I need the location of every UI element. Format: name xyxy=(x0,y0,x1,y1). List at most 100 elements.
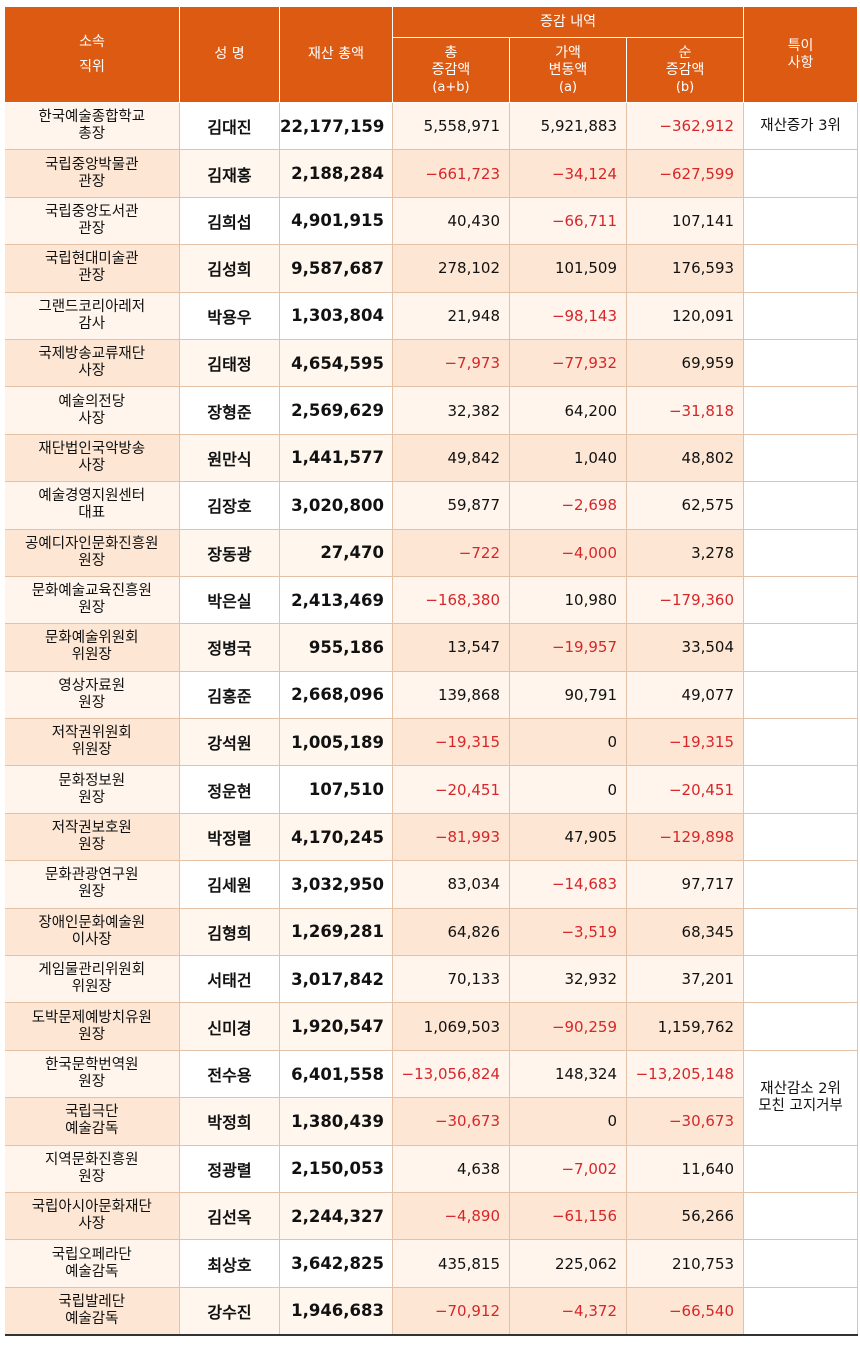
net-change-cell: 1,159,762 xyxy=(626,1002,745,1051)
affiliation-org: 국립발레단 xyxy=(58,1293,126,1310)
table-row: 저작권위원회 위원장 강석원 1,005,189 −19,315 0 −19,315 xyxy=(4,718,859,767)
table-row: 지역문화진흥원 원장 정광렬 2,150,053 4,638 −7,002 11,640 xyxy=(4,1145,859,1193)
total-assets-cell: 1,920,547 xyxy=(279,1002,393,1051)
notes-cell xyxy=(743,860,859,909)
total-change-cell: −7,973 xyxy=(392,339,510,388)
affiliation-org: 국제방송교류재단 xyxy=(38,346,146,363)
affiliation-position: 원장 xyxy=(78,1168,106,1185)
table-row: 한국문학번역원 원장 전수용 6,401,558 −13,056,824 148,324−… xyxy=(4,1050,859,1146)
net-change-cell: 48,802 xyxy=(626,434,745,483)
affiliation-position: 원장 xyxy=(78,884,106,901)
table-row: 그랜드코리아레저 감사 박용우 1,303,804 21,948 −98,143 120,0… xyxy=(4,292,859,340)
total-change-cell: 139,868 xyxy=(392,671,510,720)
value-change-cell: −77,932 xyxy=(509,339,627,388)
table-row: 영상자료원 원장 김홍준 2,668,096 139,868 90,791 49,077 xyxy=(4,671,859,720)
total-assets-cell: 2,244,327 xyxy=(279,1192,393,1241)
table-row: 도박문제예방치유원 원장 신미경 1,920,547 1,069,503 −90,259 1… xyxy=(4,1002,859,1051)
affiliation-cell: 국립중앙박물관 관장 xyxy=(4,149,180,198)
table-row: 국립오페라단 예술감독 최상호 3,642,825 435,815 225,062 210,… xyxy=(4,1239,859,1288)
value-change-cell: 64,200 xyxy=(509,386,627,435)
value-change-cell: 0 xyxy=(509,765,627,814)
net-change-cell: 176,593 xyxy=(626,244,745,293)
notes-cell xyxy=(743,244,859,293)
total-change-cell: 83,034 xyxy=(392,860,510,909)
total-assets-cell: 4,901,915 xyxy=(279,197,393,246)
net-change-cell: 33,504 xyxy=(626,623,745,672)
table-row: 국립아시아문화재단 사장 김선옥 2,244,327 −4,890 −61,156 56,2… xyxy=(4,1192,859,1241)
affiliation-cell: 국립중앙도서관 관장 xyxy=(4,197,180,246)
net-change-cell: −362,912 xyxy=(626,102,745,151)
total-change-cell: 21,948 xyxy=(392,292,510,340)
total-assets-cell: 2,569,629 xyxy=(279,386,393,435)
affiliation-position: 총장 xyxy=(78,126,106,143)
affiliation-cell: 국립발레단 예술감독 xyxy=(4,1287,180,1337)
name-cell: 정광렬 xyxy=(179,1145,280,1193)
name-cell: 김형희 xyxy=(179,908,280,957)
total-assets-cell: 1,441,577 xyxy=(279,434,393,483)
affiliation-org: 문화예술위원회 xyxy=(45,630,139,647)
notes-cell xyxy=(743,765,859,814)
net-change-cell: 11,640 xyxy=(626,1145,745,1193)
net-change-cell: 37,201 xyxy=(626,955,745,1004)
notes-cell xyxy=(743,813,859,862)
name-cell: 장형준 xyxy=(179,386,280,435)
net-change-cell: 3,278 xyxy=(626,529,745,577)
name-cell: 원만식 xyxy=(179,434,280,483)
name-cell: 김성희 xyxy=(179,244,280,293)
notes-cell xyxy=(743,197,859,246)
affiliation-org: 한국예술종합학교 xyxy=(38,109,146,126)
name-cell: 강석원 xyxy=(179,718,280,767)
value-change-cell: 5,921,883 xyxy=(509,102,627,151)
affiliation-position: 사장 xyxy=(78,1216,106,1233)
header-notes-line2: 사항 xyxy=(787,54,814,71)
affiliation-cell: 그랜드코리아레저 감사 xyxy=(4,292,180,340)
total-change-cell: −30,673 xyxy=(392,1097,510,1146)
total-assets-cell: 2,188,284 xyxy=(279,149,393,198)
net-change-cell: −20,451 xyxy=(626,765,745,814)
total-change-cell: −81,993 xyxy=(392,813,510,862)
name-cell: 김선옥 xyxy=(179,1192,280,1241)
table-row: 국립중앙박물관 관장 김재홍 2,188,284 −661,723 −34,124 −627… xyxy=(4,149,859,198)
name-cell: 박정희 xyxy=(179,1097,280,1146)
value-change-cell: 101,509 xyxy=(509,244,627,293)
affiliation-position: 위원장 xyxy=(71,979,112,996)
total-assets-cell: 1,005,189 xyxy=(279,718,393,767)
total-assets-cell: 3,017,842 xyxy=(279,955,393,1004)
value-change-cell: 225,062 xyxy=(509,1239,627,1288)
notes-cell xyxy=(743,149,859,198)
affiliation-org: 예술경영지원센터 xyxy=(38,488,146,505)
value-change-cell: −98,143 xyxy=(509,292,627,340)
notes-cell xyxy=(743,1192,859,1241)
table-row: 국제방송교류재단 사장 김태정 4,654,595 −7,973 −77,932 69,95… xyxy=(4,339,859,388)
affiliation-position: 예술감독 xyxy=(65,1310,119,1327)
affiliation-position: 사장 xyxy=(78,363,106,380)
affiliation-position: 원장 xyxy=(78,600,106,617)
affiliation-org: 재단법인국악방송 xyxy=(38,440,146,457)
total-change-cell: 32,382 xyxy=(392,386,510,435)
header-notes-line1: 특이 xyxy=(787,37,814,54)
header-value-change-line1: 가액 xyxy=(555,44,581,61)
name-cell: 최상호 xyxy=(179,1239,280,1288)
name-cell: 김태정 xyxy=(179,339,280,388)
affiliation-position: 사장 xyxy=(78,410,106,427)
total-assets-cell: 6,401,558 xyxy=(279,1050,393,1099)
affiliation-cell: 국립오페라단 예술감독 xyxy=(4,1239,180,1288)
table-row: 장애인문화예술원 이사장 김형희 1,269,281 64,826 −3,519 68,34… xyxy=(4,908,859,957)
notes-cell xyxy=(743,481,859,530)
total-change-cell: 1,069,503 xyxy=(392,1002,510,1051)
table-row: 국립발레단 예술감독 강수진 1,946,683 −70,912 −4,372 −66,54… xyxy=(4,1287,859,1337)
table-row: 문화예술위원회 위원장 정병국 955,186 13,547 −19,957 33,504 xyxy=(4,623,859,672)
name-cell: 정병국 xyxy=(179,623,280,672)
affiliation-position: 이사장 xyxy=(71,931,112,948)
affiliation-org: 그랜드코리아레저 xyxy=(38,298,146,315)
net-change-cell: −627,599 xyxy=(626,149,745,198)
name-cell: 김재홍 xyxy=(179,149,280,198)
total-change-cell: −4,890 xyxy=(392,1192,510,1241)
affiliation-position: 원장 xyxy=(78,1026,106,1043)
notes-cell xyxy=(743,623,859,672)
value-change-cell: 148,324 xyxy=(509,1050,627,1099)
total-change-cell: 4,638 xyxy=(392,1145,510,1193)
header-total-change-line3: (a+b) xyxy=(432,79,470,95)
total-assets-cell: 1,303,804 xyxy=(279,292,393,340)
table-row: 국립극단 예술감독 박정희 1,380,439 −30,673 0 −30,673 xyxy=(4,1097,858,1146)
